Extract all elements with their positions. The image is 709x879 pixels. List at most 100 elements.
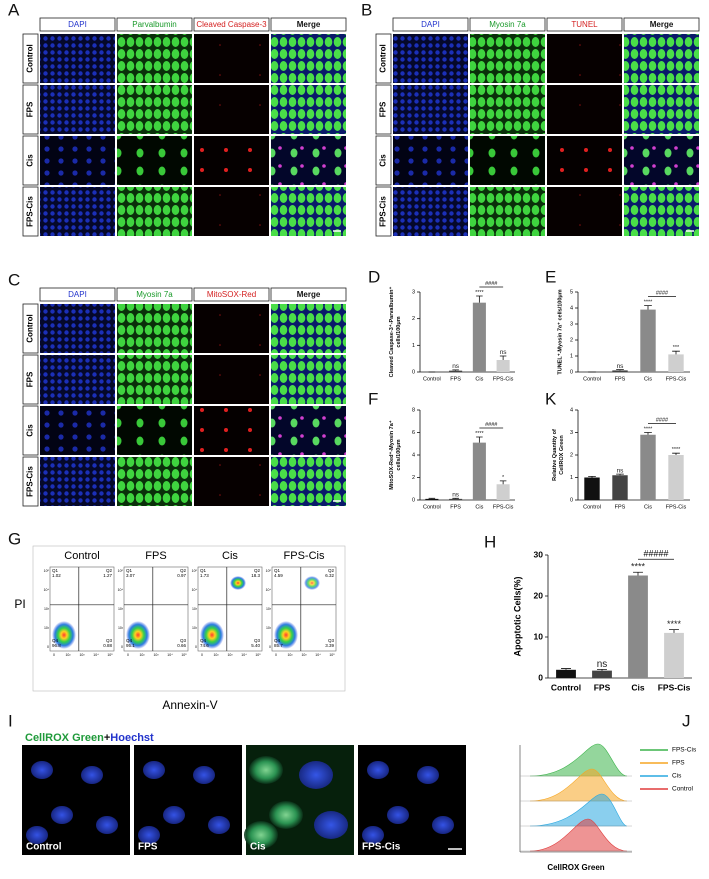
micrograph	[547, 187, 622, 236]
column-header: Parvalbumin	[132, 20, 176, 29]
column-header-box	[193, 287, 270, 302]
micrograph	[194, 187, 269, 236]
y-tick-label: 0	[570, 497, 573, 503]
quadrant-name: Q2	[180, 568, 187, 573]
nucleus	[81, 766, 103, 784]
row-label-box	[375, 186, 392, 237]
column-header-box	[623, 17, 700, 32]
x-tick-label: 10²	[213, 653, 219, 657]
panel-title: CellROX Green+Hoechst	[25, 732, 154, 744]
micrograph	[194, 85, 269, 134]
x-tick-label: FPS	[615, 376, 626, 382]
significance-label: ****	[667, 619, 682, 629]
micrograph	[271, 187, 346, 236]
significance-label: ns	[452, 363, 460, 370]
error-bar	[616, 369, 624, 371]
significance-label: ns	[597, 659, 608, 670]
legend-label: Cis	[672, 773, 682, 780]
column-header-box	[469, 17, 546, 32]
nucleus	[314, 811, 348, 839]
y-tick-label: 10⁴	[266, 588, 272, 592]
image-label: FPS-Cis	[362, 842, 401, 853]
y-tick-label: 10⁵	[266, 569, 272, 573]
micrograph	[117, 304, 192, 353]
error-bar	[672, 452, 680, 455]
y-tick-label: 4	[570, 407, 573, 413]
y-tick-label: 2	[570, 337, 573, 343]
x-tick-label: FPS-Cis	[493, 504, 514, 510]
x-tick-label: FPS-Cis	[666, 504, 687, 510]
y-tick-label: 10²	[44, 626, 50, 630]
x-tick-label: 0	[275, 653, 277, 657]
y-tick-label: 6	[412, 430, 415, 436]
y-tick-label: 8	[412, 407, 415, 413]
row-label-box	[22, 405, 39, 456]
quadrant-percent: 6.32	[325, 573, 334, 578]
row-label: FPS-Cis	[26, 196, 35, 227]
micrograph	[117, 406, 192, 455]
x-tick-label: 0	[53, 653, 55, 657]
micrograph	[470, 85, 545, 134]
significance-label: ****	[475, 431, 484, 437]
quadrant-name: Q4	[126, 638, 133, 643]
condition-title: FPS-Cis	[284, 550, 325, 562]
bar	[584, 477, 600, 500]
quadrant-name: Q1	[274, 568, 281, 573]
panel-letter: H	[484, 532, 496, 551]
population-density	[274, 621, 298, 649]
quadrant-percent: 85.7	[274, 643, 283, 648]
x-tick-label: 10²	[287, 653, 293, 657]
micrograph	[117, 136, 192, 185]
y-tick-label: 10³	[118, 607, 124, 611]
row-label-box	[22, 354, 39, 405]
error-bar	[499, 480, 507, 485]
x-tick-label: 0	[127, 653, 129, 657]
column-header-box	[392, 17, 469, 32]
significance-label: ****	[672, 447, 681, 453]
x-tick-label: FPS-Cis	[658, 682, 691, 692]
quadrant-percent: 96.8	[52, 643, 61, 648]
quadrant-percent: 74.6	[200, 643, 209, 648]
y-tick-label: 1	[570, 475, 573, 481]
column-header-box	[193, 17, 270, 32]
column-header: TUNEL	[571, 20, 598, 29]
population-density	[230, 576, 246, 590]
row-label-box	[22, 84, 39, 135]
bar	[472, 442, 486, 500]
y-axis-label: PI	[14, 597, 25, 611]
column-header-box	[116, 287, 193, 302]
x-tick-label: FPS	[615, 504, 626, 510]
x-tick-label: Control	[583, 504, 601, 510]
x-tick-label: 10³	[79, 653, 85, 657]
error-bar	[644, 432, 652, 435]
micrograph	[624, 136, 699, 185]
significance-label: ****	[644, 300, 653, 306]
y-axis-label: Apoptotic Cells(%)	[512, 576, 522, 656]
micrograph	[271, 304, 346, 353]
error-bar	[561, 668, 571, 670]
panel-letter: A	[8, 0, 20, 19]
x-tick-label: FPS-Cis	[493, 376, 514, 382]
nucleus	[299, 761, 333, 789]
quadrant-name: Q4	[274, 638, 281, 643]
bar	[449, 498, 463, 500]
error-bar	[476, 295, 483, 303]
row-label: FPS	[379, 101, 388, 117]
bar	[496, 484, 510, 500]
y-tick-label: 10⁵	[44, 569, 50, 573]
y-tick-label: 10⁴	[192, 588, 198, 592]
quadrant-percent: 0.97	[177, 573, 186, 578]
bar	[556, 669, 576, 678]
column-header-box	[270, 17, 347, 32]
column-header: DAPI	[68, 290, 87, 299]
nucleus	[208, 816, 230, 834]
y-tick-label: 5	[570, 289, 573, 295]
column-header: DAPI	[68, 20, 87, 29]
micrograph	[40, 34, 115, 83]
nucleus	[417, 766, 439, 784]
error-bar	[644, 305, 652, 310]
population-density	[200, 621, 224, 649]
y-tick-label: 0	[121, 645, 123, 649]
bar	[496, 360, 510, 372]
row-label: Cis	[379, 154, 388, 167]
